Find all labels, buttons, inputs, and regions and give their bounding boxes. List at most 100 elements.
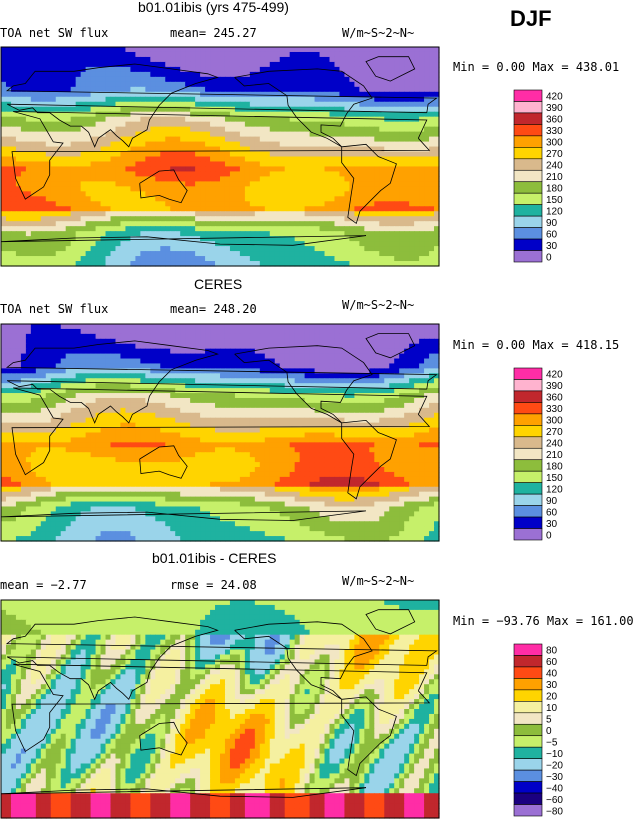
map-cell	[220, 136, 226, 143]
map-cell	[224, 101, 231, 108]
map-cell	[379, 61, 385, 68]
map-cell	[354, 131, 360, 138]
map-cell	[359, 353, 365, 360]
map-cell	[165, 216, 171, 222]
map-cell	[110, 116, 117, 123]
map-cell	[414, 151, 420, 158]
map-cell	[289, 324, 296, 330]
map-cell	[304, 201, 311, 207]
map-cell	[379, 166, 385, 173]
map-cell	[224, 61, 231, 68]
map-cell	[269, 156, 276, 163]
map-cell	[125, 196, 132, 202]
map-cell	[195, 211, 201, 217]
map-cell	[274, 241, 281, 247]
map-cell	[419, 86, 425, 93]
map-cell	[364, 211, 370, 217]
map-cell	[314, 231, 321, 237]
map-cell	[414, 61, 420, 68]
map-cell	[239, 141, 246, 148]
map-cell	[50, 378, 57, 384]
map-cell	[15, 221, 22, 227]
map-cell	[229, 338, 236, 345]
map-cell	[45, 176, 52, 182]
map-cell	[409, 216, 415, 222]
map-cell	[254, 47, 261, 53]
map-cell	[150, 156, 156, 163]
map-cell	[115, 343, 122, 350]
map-cell	[200, 256, 206, 262]
map-cell	[15, 368, 22, 374]
map-cell	[329, 171, 336, 178]
map-cell	[170, 156, 176, 163]
map-cell	[30, 91, 37, 98]
map-cell	[399, 66, 405, 73]
map-cell	[304, 236, 311, 242]
map-cell	[145, 136, 151, 143]
map-cell	[279, 51, 286, 58]
map-cell	[160, 324, 166, 330]
map-cell	[414, 106, 420, 113]
map-cell	[274, 373, 281, 379]
map-cell	[414, 221, 420, 227]
map-cell	[185, 136, 191, 143]
map-cell	[85, 176, 92, 182]
map-cell	[239, 71, 246, 78]
map-cell	[234, 363, 241, 369]
map-cell	[379, 338, 385, 345]
map-cell	[264, 348, 271, 355]
map-cell	[374, 343, 380, 350]
map-cell	[20, 81, 27, 88]
map-cell	[210, 211, 216, 217]
map-cell	[210, 176, 216, 182]
map-cell	[120, 373, 127, 379]
map-cell	[409, 51, 415, 58]
map-cell	[429, 56, 435, 63]
map-cell	[334, 91, 341, 98]
map-cell	[5, 328, 12, 335]
map-cell	[35, 161, 42, 168]
map-cell	[130, 251, 136, 257]
map-cell	[399, 186, 405, 192]
map-cell	[284, 343, 291, 350]
map-cell	[60, 116, 67, 123]
map-cell	[170, 358, 176, 365]
map-cell	[389, 221, 395, 227]
map-cell	[45, 47, 52, 53]
map-cell	[100, 338, 107, 345]
map-cell	[10, 196, 17, 202]
map-cell	[125, 136, 132, 143]
map-cell	[369, 76, 375, 83]
map-cell	[379, 76, 385, 83]
map-cell	[165, 338, 171, 345]
map-cell	[25, 66, 32, 73]
map-cell	[389, 251, 395, 257]
map-cell	[115, 106, 122, 113]
map-cell	[259, 348, 266, 355]
map-cell	[409, 81, 415, 88]
map-cell	[244, 328, 251, 335]
map-cell	[35, 176, 42, 182]
map-cell	[105, 131, 112, 138]
map-cell	[70, 66, 77, 73]
map-cell	[180, 171, 186, 178]
map-cell	[200, 156, 206, 163]
map-cell	[299, 236, 306, 242]
map-cell	[434, 226, 440, 232]
map-cell	[374, 61, 380, 68]
map-cell	[40, 251, 47, 257]
map-cell	[269, 91, 276, 98]
map-cell	[419, 206, 425, 212]
map-cell	[65, 261, 72, 267]
map-cell	[254, 111, 261, 118]
map-cell	[229, 151, 236, 158]
map-cell	[80, 373, 87, 379]
map-cell	[314, 176, 321, 182]
map-cell	[180, 216, 186, 222]
map-cell	[249, 191, 256, 197]
map-cell	[269, 221, 276, 227]
map-cell	[135, 76, 141, 83]
map-cell	[135, 211, 141, 217]
map-cell	[110, 76, 117, 83]
map-cell	[10, 241, 17, 247]
